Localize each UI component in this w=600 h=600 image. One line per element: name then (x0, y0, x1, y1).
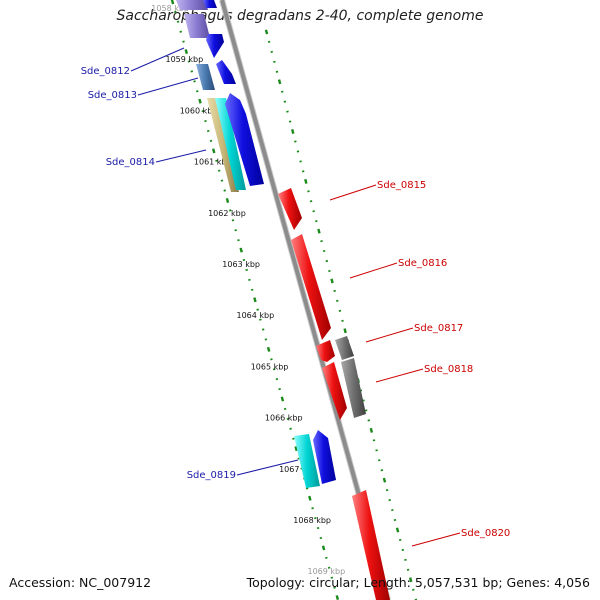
gene-blue-0813[interactable] (216, 60, 236, 84)
tick-mark (343, 328, 347, 334)
gene-red-0815[interactable] (278, 188, 302, 230)
gene-steel-0813[interactable] (196, 64, 215, 90)
tick-mark (395, 527, 400, 533)
kbp-label: 1067 kbp (279, 465, 317, 474)
gene-gray-0818[interactable] (341, 358, 366, 418)
topology-summary: Topology: circular; Length: 5,057,531 bp… (246, 575, 590, 590)
gene-cyan-0814[interactable] (215, 98, 246, 190)
gene-group-top[interactable] (176, 0, 236, 90)
tick-marks (170, 0, 418, 600)
callout-line (375, 368, 424, 383)
kbp-label: 1058 kbp (151, 4, 189, 13)
gene-label-sde-0819[interactable]: Sde_0819 (187, 470, 236, 481)
callout-line (329, 184, 377, 201)
tick-mark (211, 148, 216, 154)
tick-mark (290, 129, 295, 135)
tick-mark (304, 178, 308, 184)
kbp-label: 1062 kbp (208, 209, 246, 218)
gene-lavender-0812[interactable] (184, 14, 210, 38)
callout-line (411, 532, 461, 547)
accession-text: Accession: NC_007912 (9, 575, 152, 590)
gene-callouts: Sde_0812 Sde_0813 Sde_0814 Sde_0819 Sde_0815… (81, 47, 510, 547)
callout-line (137, 77, 199, 96)
kbp-label: 1064 kbp (236, 311, 274, 320)
callout-line (130, 47, 185, 72)
gene-red-0817[interactable] (316, 340, 335, 362)
gene-gray-0817[interactable] (335, 336, 354, 360)
kbp-label: 1060 kbp (180, 106, 218, 115)
callout-line (236, 459, 299, 476)
callout-line (155, 149, 207, 163)
tick-mark (317, 228, 321, 234)
gene-blue-0819[interactable] (313, 430, 336, 484)
kbp-label: 1059 kbp (165, 55, 203, 64)
gene-label-sde-0816[interactable]: Sde_0816 (398, 258, 447, 269)
tick-mark (253, 297, 257, 303)
gene-tan-0814[interactable] (207, 98, 239, 192)
tick-mark (369, 427, 374, 433)
map-title: Saccharophagus degradans 2-40, complete … (116, 8, 484, 24)
gene-label-sde-0814[interactable]: Sde_0814 (106, 157, 155, 168)
gene-label-sde-0815[interactable]: Sde_0815 (377, 180, 426, 191)
gene-label-sde-0813[interactable]: Sde_0813 (88, 90, 137, 101)
tick-mark (225, 197, 230, 203)
gene-label-sde-0820[interactable]: Sde_0820 (461, 528, 510, 539)
gene-red-0820[interactable] (352, 490, 390, 600)
gene-red-0818[interactable] (322, 362, 347, 420)
gene-blue-0812[interactable] (206, 34, 224, 58)
gene-group-0819[interactable] (294, 430, 336, 488)
gene-red-0816[interactable] (291, 234, 331, 340)
callout-line (349, 262, 398, 279)
tick-mark (408, 577, 413, 583)
tick-mark (239, 247, 243, 253)
tick-mark (382, 477, 387, 483)
gene-label-sde-0817[interactable]: Sde_0817 (414, 323, 463, 334)
tick-mark (280, 396, 285, 402)
gene-blue-top[interactable] (203, 0, 217, 8)
kbp-label: 1061 kbp (194, 158, 232, 167)
kbp-label: 1066 kbp (265, 414, 303, 423)
gene-label-sde-0818[interactable]: Sde_0818 (424, 364, 473, 375)
kbp-labels: 1058 kbp 1059 kbp 1060 kbp 1061 kbp 1062 kbp… (151, 4, 345, 576)
kbp-label: 1063 kbp (222, 260, 260, 269)
tick-mark (170, 0, 175, 5)
gene-group-reverse[interactable] (278, 188, 390, 600)
gene-blue-0814[interactable] (225, 93, 264, 186)
gene-cyan-0819[interactable] (294, 434, 320, 488)
callout-line (365, 327, 414, 343)
tick-mark (308, 495, 312, 501)
tick-mark (294, 446, 298, 452)
tick-mark (266, 346, 271, 352)
tick-mark (264, 29, 269, 35)
tick-mark (198, 98, 202, 104)
tick-mark (277, 79, 282, 85)
tick-mark (330, 278, 334, 284)
gene-label-sde-0812[interactable]: Sde_0812 (81, 66, 130, 77)
kbp-label: 1069 kbp (307, 567, 345, 576)
tick-mark (321, 545, 326, 551)
kbp-label: 1065 kbp (251, 362, 289, 371)
tick-mark (335, 595, 340, 600)
gene-lavender-top[interactable] (176, 0, 208, 10)
kbp-label: 1068 kbp (293, 516, 331, 525)
gene-group-0814[interactable] (207, 93, 264, 192)
tick-mark (184, 49, 189, 55)
